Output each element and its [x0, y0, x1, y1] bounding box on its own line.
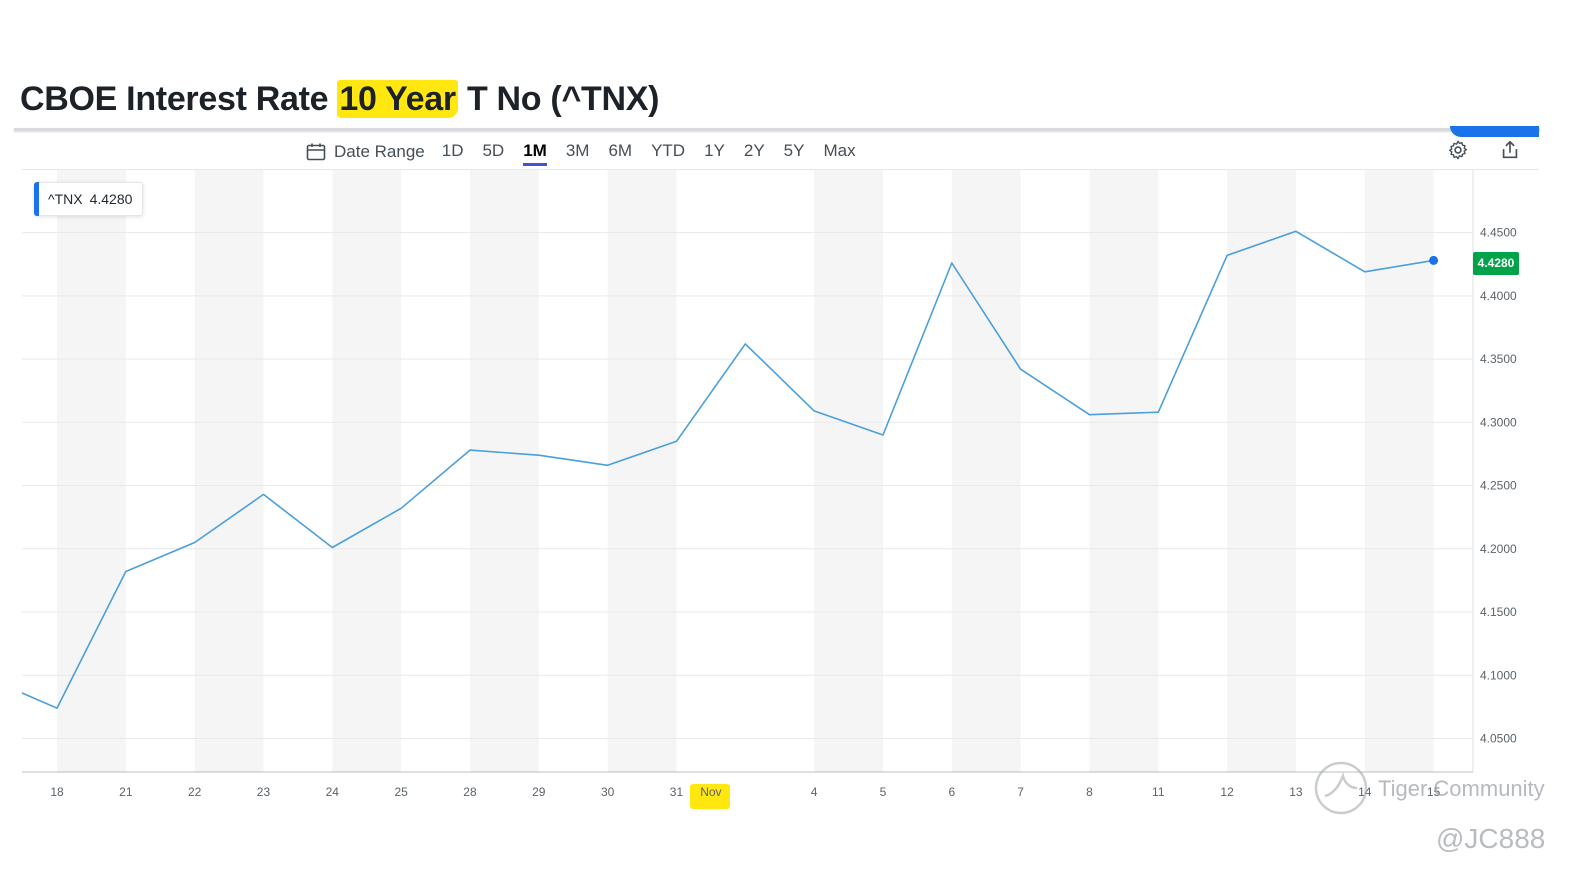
x-tick-label: 18: [50, 785, 64, 799]
page-title: CBOE Interest Rate 10 Year T No (^TNX): [20, 78, 659, 120]
x-tick-label: 8: [1086, 785, 1093, 799]
share-icon[interactable]: [1499, 139, 1521, 161]
x-tick-label: Nov: [700, 785, 721, 799]
calendar-icon: [306, 143, 326, 161]
y-tick-label: 4.1500: [1480, 605, 1517, 619]
y-tick-label: 4.2500: [1480, 479, 1517, 493]
x-tick-label: 5: [880, 785, 887, 799]
x-tick-label: 21: [119, 785, 133, 799]
y-tick-label: 4.3500: [1480, 352, 1517, 366]
settings-icon[interactable]: [1447, 139, 1469, 161]
range-1m-button[interactable]: 1M: [523, 138, 547, 166]
y-tick-label: 4.4500: [1480, 226, 1517, 240]
watermark-handle: @JC888: [1436, 823, 1546, 854]
day-band-9: [1364, 170, 1434, 772]
date-range-label: Date Range: [334, 142, 425, 161]
day-band-6: [951, 170, 1021, 772]
range-5y-button[interactable]: 5Y: [783, 141, 805, 160]
x-tick-label: 30: [601, 785, 615, 799]
range-5d-button[interactable]: 5D: [482, 141, 505, 160]
range-2y-button[interactable]: 2Y: [743, 141, 765, 160]
x-tick-label: 12: [1220, 785, 1234, 799]
series-legend[interactable]: ^TNX 4.4280: [34, 182, 144, 216]
x-tick-label: 29: [532, 785, 546, 799]
x-tick-label: 7: [1017, 785, 1024, 799]
current-price-badge: 4.4280: [1473, 252, 1519, 275]
last-point-dot: [1429, 255, 1439, 265]
legend-value: 4.4280: [89, 191, 133, 207]
chart-top-border: [22, 169, 1539, 170]
series-line-tnx: [21, 230, 1434, 709]
y-tick-label: 4.0500: [1480, 731, 1517, 745]
x-tick-label: 13: [1289, 785, 1303, 799]
y-tick-label: 4.2000: [1480, 542, 1517, 556]
range-3m-button[interactable]: 3M: [565, 141, 590, 160]
legend-symbol: ^TNX: [48, 191, 83, 207]
x-tick-label: 25: [394, 785, 408, 799]
x-tick-label: 23: [257, 785, 271, 799]
title-suffix: T No (^TNX): [457, 80, 660, 118]
day-band-4: [607, 170, 677, 772]
range-toolbar: Date Range 1D 5D 1M 3M 6M YTD 1Y 2Y 5Y Max: [306, 138, 875, 166]
title-prefix: CBOE Interest Rate: [20, 80, 338, 118]
range-1y-button[interactable]: 1Y: [704, 141, 725, 160]
range-6m-button[interactable]: 6M: [608, 141, 633, 160]
day-band-2: [332, 170, 402, 772]
date-range-button[interactable]: Date Range: [306, 142, 425, 162]
x-tick-label: 31: [670, 785, 684, 799]
x-tick-label: 24: [326, 785, 340, 799]
range-ytd-button[interactable]: YTD: [651, 141, 686, 160]
x-tick-label: 6: [948, 785, 955, 799]
header-divider: [14, 128, 1540, 131]
x-tick-label: 15: [1427, 785, 1441, 799]
y-tick-label: 4.1000: [1480, 668, 1517, 682]
day-band-5: [814, 170, 883, 772]
watermark-brand: Tiger Community: [1378, 776, 1545, 801]
nov-highlight: [690, 784, 730, 809]
day-band-8: [1227, 170, 1296, 772]
range-max-button[interactable]: Max: [823, 141, 856, 160]
title-highlight: 10 Year: [337, 80, 458, 118]
range-1d-button[interactable]: 1D: [441, 141, 464, 160]
day-band-0: [57, 170, 126, 772]
x-tick-label: 22: [188, 785, 202, 799]
day-band-1: [194, 170, 264, 772]
y-tick-label: 4.4000: [1480, 289, 1517, 303]
blue-tab-indicator: [1450, 126, 1539, 137]
y-tick-label: 4.3000: [1480, 415, 1517, 429]
tiger-logo-icon: [1314, 761, 1368, 815]
x-tick-label: 28: [463, 785, 477, 799]
day-band-3: [469, 170, 539, 772]
x-tick-label: 4: [811, 785, 818, 799]
day-band-7: [1089, 170, 1159, 772]
x-tick-label: 11: [1152, 785, 1165, 799]
